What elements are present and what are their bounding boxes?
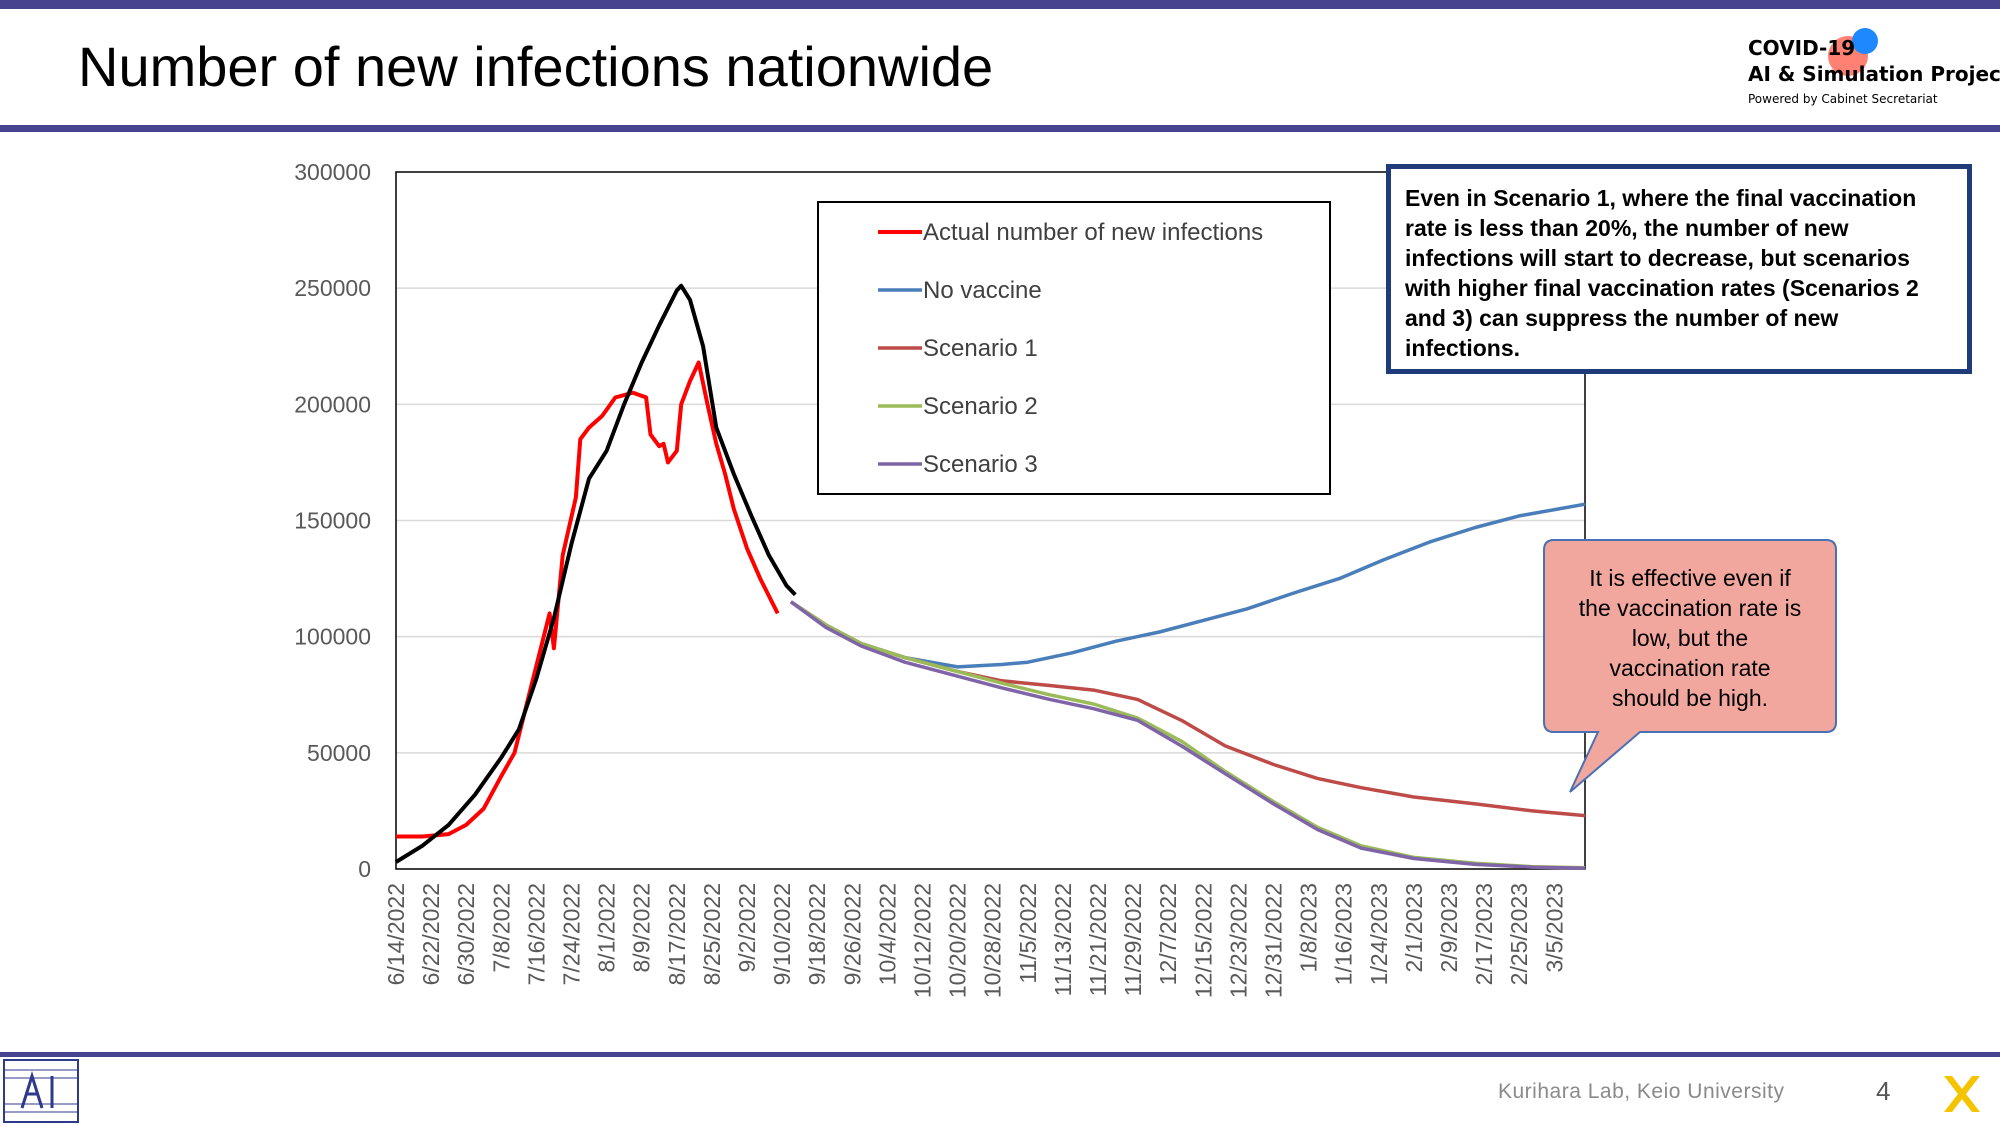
x-tick-label: 7/16/2022 [523, 883, 549, 985]
page-title: Number of new infections nationwide [78, 35, 994, 98]
legend-entry: Actual number of new infections [923, 219, 1263, 246]
x-tick-label: 1/16/2023 [1331, 883, 1357, 985]
x-tick-label: 1/8/2023 [1296, 883, 1322, 973]
chart-series [394, 283, 1586, 871]
footer-divider [0, 1052, 2000, 1057]
y-tick-label: 100000 [294, 624, 371, 650]
x-tick-label: 3/5/2023 [1541, 883, 1567, 973]
plot-frame [395, 171, 1586, 870]
legend-entry: No vaccine [923, 277, 1042, 304]
y-tick-label: 250000 [294, 275, 371, 301]
series-line-scenario-3 [789, 600, 1586, 871]
legend-entry: Scenario 1 [923, 335, 1038, 362]
x-tick-label: 12/7/2022 [1155, 883, 1181, 985]
x-tick-label: 12/15/2022 [1190, 883, 1216, 998]
x-tick-label: 1/24/2023 [1366, 883, 1392, 985]
x-tick-label: 6/22/2022 [418, 883, 444, 985]
x-tick-label: 12/23/2022 [1225, 883, 1251, 998]
x-tick-label: 2/17/2023 [1471, 883, 1497, 985]
y-tick-label: 300000 [294, 159, 371, 185]
legend-entry: Scenario 3 [923, 451, 1038, 478]
x-tick-label: 8/1/2022 [594, 883, 620, 973]
info-callout-box: Even in Scenario 1, where the final vacc… [1386, 164, 1972, 374]
legend: Actual number of new infections No vaccin… [817, 201, 1331, 495]
header-divider [0, 125, 2000, 132]
x-tick-label: 10/28/2022 [980, 883, 1006, 998]
x-tick-label: 9/10/2022 [769, 883, 795, 985]
x-tick-label: 7/24/2022 [558, 883, 584, 985]
x-tick-label: 9/18/2022 [804, 883, 830, 985]
x-tick-label: 8/25/2022 [699, 883, 725, 985]
x-tick-label: 12/31/2022 [1260, 883, 1286, 998]
footer-credit: Kurihara Lab, Keio University [1498, 1080, 1785, 1103]
y-axis-ticks: 0 50000 100000 150000 200000 250000 300000 [294, 159, 371, 882]
series-line-no-vaccine [789, 502, 1586, 669]
page-number: 4 [1876, 1076, 1891, 1106]
x-tick-label: 10/20/2022 [945, 883, 971, 998]
x-tick-label: 11/13/2022 [1050, 883, 1076, 996]
y-tick-label: 0 [358, 856, 371, 882]
speech-bubble-callout: It is effective even if the vaccination r… [1543, 539, 1837, 793]
logo-dot-blue [1852, 28, 1878, 54]
x-tick-label: 7/8/2022 [488, 883, 514, 973]
x-tick-label: 6/14/2022 [383, 883, 409, 985]
x-axis-ticks: 6/14/2022 6/22/2022 6/30/2022 7/8/2022 7/16/… [383, 883, 1567, 998]
series-line-actual-number-of-new-infections [396, 360, 780, 839]
bubble-shape [1543, 539, 1837, 793]
y-tick-label: 200000 [294, 391, 371, 417]
y-tick-label: 50000 [307, 740, 371, 766]
y-tick-label: 150000 [294, 508, 371, 534]
project-logo: COVID-19 AI & Simulation Project Powered… [1740, 26, 2000, 116]
logo-line-3: Powered by Cabinet Secretariat [1748, 92, 1938, 106]
series-line-scenario-2 [789, 600, 1586, 870]
x-tick-label: 9/26/2022 [839, 883, 865, 985]
x-tick-label: 2/9/2023 [1436, 883, 1462, 973]
x-tick-label: 8/17/2022 [664, 883, 690, 985]
logo-line-1: COVID-19 [1748, 36, 1856, 60]
x-logo-icon [1944, 1076, 1980, 1112]
x-tick-label: 11/5/2022 [1015, 883, 1041, 984]
x-tick-label: 8/9/2022 [629, 883, 655, 973]
series-line-model-fit [394, 283, 797, 864]
x-tick-label: 10/4/2022 [874, 883, 900, 985]
logo-line-2: AI & Simulation Project [1748, 62, 2000, 86]
series-line-scenario-1 [789, 600, 1586, 818]
x-tick-label: 10/12/2022 [909, 883, 935, 998]
x-tick-label: 2/1/2023 [1401, 883, 1427, 973]
x-tick-label: 9/2/2022 [734, 883, 760, 973]
lab-logo-icon [3, 1059, 79, 1123]
x-tick-label: 11/21/2022 [1085, 883, 1111, 996]
x-tick-label: 6/30/2022 [453, 883, 479, 985]
x-tick-label: 2/25/2023 [1506, 883, 1532, 985]
legend-entry: Scenario 2 [923, 393, 1038, 420]
x-tick-label: 11/29/2022 [1120, 883, 1146, 996]
bubble-text: It is effective even if the vaccination r… [1579, 565, 1801, 711]
top-accent-bar [0, 0, 2000, 9]
